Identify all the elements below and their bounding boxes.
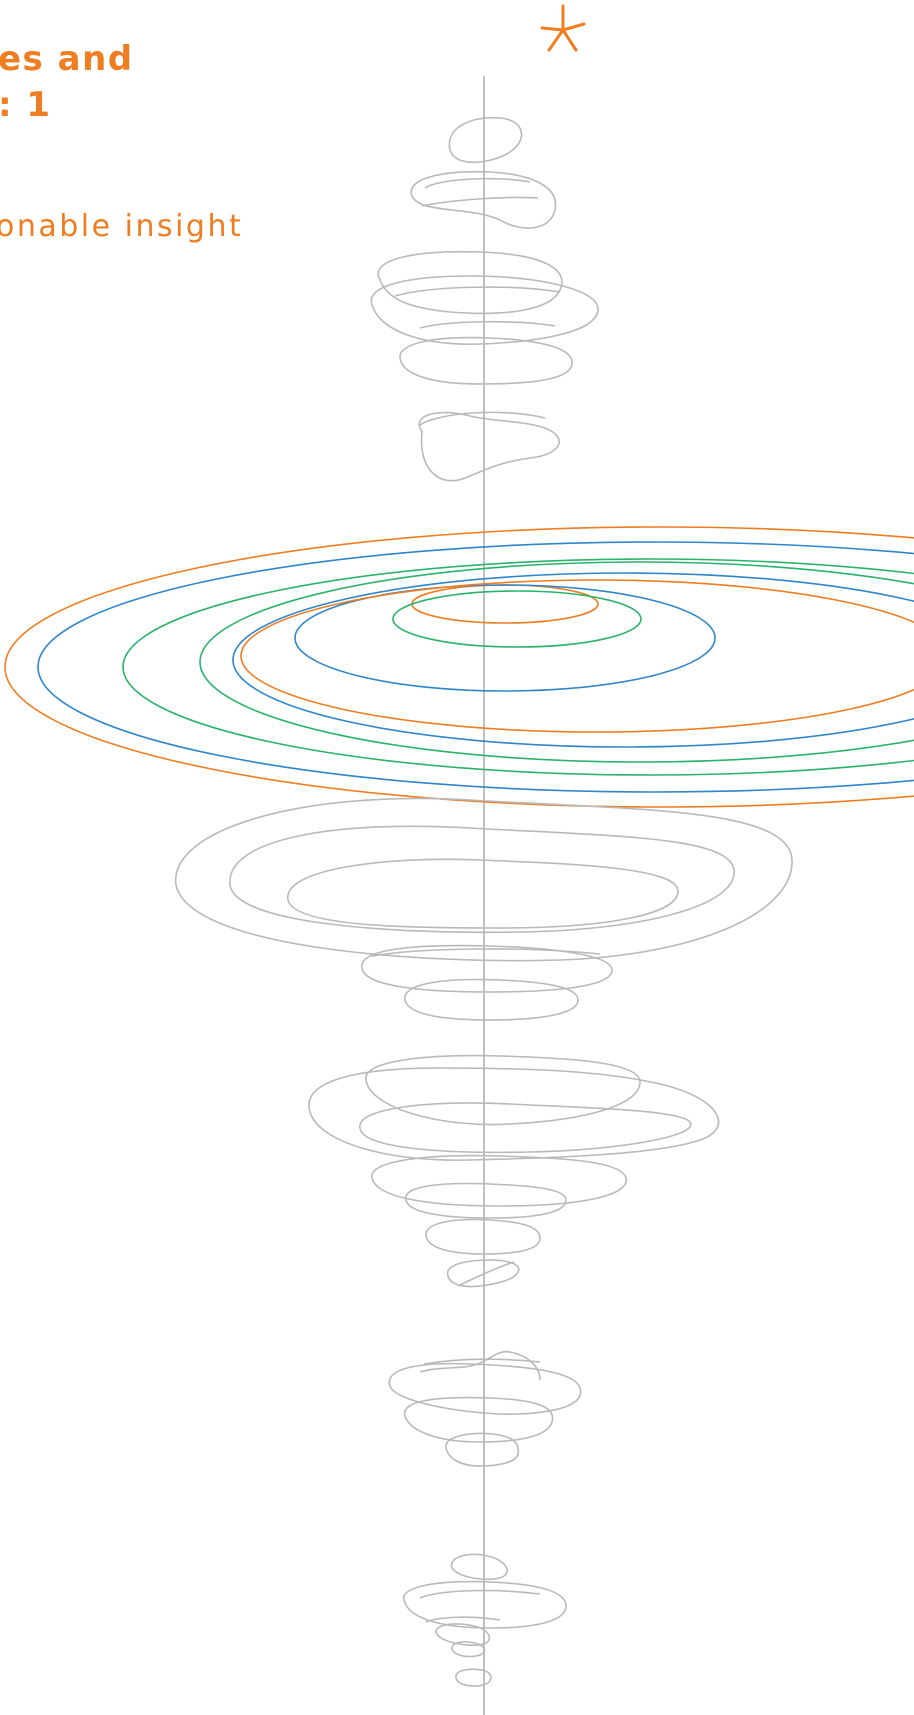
colored-ripple-rings — [4, 526, 914, 808]
page-title: es and : 1 — [0, 36, 134, 128]
upper-sketch-stones — [370, 117, 599, 482]
lower-sketch-stones — [175, 797, 793, 1687]
title-line-1: es and — [0, 39, 134, 79]
page-subtitle: onable insight — [0, 209, 244, 244]
title-line-2: : 1 — [0, 85, 52, 125]
asterisk-icon — [540, 4, 586, 52]
